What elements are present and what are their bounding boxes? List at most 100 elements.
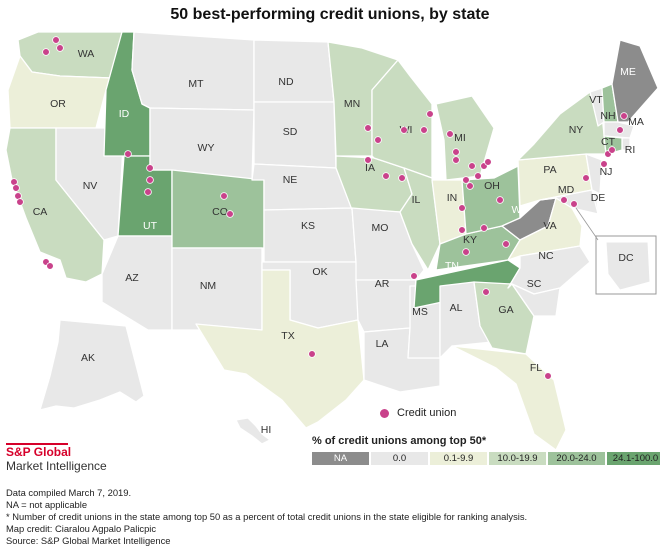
- credit-union-dot: [452, 156, 460, 164]
- credit-union-dot: [462, 248, 470, 256]
- state-label-ky: KY: [463, 234, 477, 246]
- state-hi: [235, 417, 271, 445]
- credit-union-dot: [468, 162, 476, 170]
- brand-rule: [6, 443, 68, 445]
- credit-union-dot: [12, 184, 20, 192]
- state-label-ny: NY: [569, 124, 584, 136]
- note-date: Data compiled March 7, 2019.: [6, 487, 132, 498]
- state-label-me: ME: [620, 66, 636, 78]
- state-label-oh: OH: [484, 180, 500, 192]
- credit-union-dots: [10, 36, 628, 380]
- credit-union-dot: [308, 350, 316, 358]
- credit-union-dot: [220, 192, 228, 200]
- credit-union-dot: [466, 182, 474, 190]
- scale-bin-2: 10.0-19.9: [489, 452, 546, 465]
- credit-union-dot: [124, 150, 132, 158]
- state-label-va: VA: [543, 220, 556, 232]
- state-label-hi: HI: [261, 424, 272, 436]
- credit-union-dot: [226, 210, 234, 218]
- credit-union-dot-icon: [380, 408, 389, 418]
- state-label-vt: VT: [589, 94, 603, 106]
- credit-union-dot: [382, 172, 390, 180]
- credit-union-dot: [544, 372, 552, 380]
- credit-union-dot: [374, 136, 382, 144]
- state-me: [611, 39, 659, 123]
- state-label-az: AZ: [125, 272, 139, 284]
- credit-union-dot: [420, 126, 428, 134]
- credit-union-dot: [616, 126, 624, 134]
- state-ks: [263, 207, 357, 263]
- state-label-de: DE: [591, 192, 606, 204]
- state-label-nd: ND: [278, 76, 294, 88]
- note-definition: * Number of credit unions in the state a…: [6, 511, 528, 522]
- credit-union-legend-label: Credit union: [397, 407, 457, 419]
- note-na: NA = not applicable: [6, 499, 88, 510]
- state-label-ca: CA: [33, 206, 48, 218]
- credit-union-dot: [452, 148, 460, 156]
- state-label-il: IL: [412, 194, 421, 206]
- state-label-wv: WV: [512, 204, 529, 216]
- state-label-nh: NH: [600, 110, 615, 122]
- state-label-ok: OK: [312, 266, 327, 278]
- state-label-mo: MO: [372, 222, 389, 234]
- state-label-or: OR: [50, 98, 66, 110]
- state-label-nv: NV: [83, 180, 98, 192]
- state-md: [539, 189, 599, 215]
- state-label-pa: PA: [543, 164, 556, 176]
- credit-union-legend: Credit union: [380, 407, 456, 419]
- state-label-id: ID: [119, 108, 130, 120]
- credit-union-dot: [480, 224, 488, 232]
- credit-union-dot: [426, 110, 434, 118]
- state-nj: [585, 153, 603, 195]
- state-label-co: CO: [212, 206, 228, 218]
- sp-global-logo: S&P Global Market Intelligence: [6, 443, 107, 474]
- state-label-nc: NC: [538, 250, 554, 262]
- credit-union-dot: [608, 146, 616, 154]
- states-layer: [5, 31, 659, 450]
- credit-union-dot: [474, 172, 482, 180]
- state-label-tx: TX: [281, 330, 294, 342]
- state-label-ms: MS: [412, 306, 428, 318]
- state-sc: [511, 283, 561, 317]
- brand-name: S&P Global: [6, 445, 72, 459]
- dc-inset: [575, 207, 657, 295]
- credit-union-dot: [398, 174, 406, 182]
- state-label-mn: MN: [344, 98, 360, 110]
- state-label-ma: MA: [628, 116, 644, 128]
- state-label-wy: WY: [198, 142, 215, 154]
- credit-union-dot: [56, 44, 64, 52]
- credit-union-dot: [364, 156, 372, 164]
- credit-union-dot: [410, 272, 418, 280]
- credit-union-dot: [484, 158, 492, 166]
- scale-bin-0: 0.0: [371, 452, 428, 465]
- credit-union-dot: [502, 240, 510, 248]
- state-wa: [17, 31, 123, 79]
- map-title: 50 best-performing credit unions, by sta…: [170, 6, 490, 23]
- credit-union-dot: [620, 112, 628, 120]
- state-label-al: AL: [450, 302, 463, 314]
- credit-union-dot: [560, 196, 568, 204]
- credit-union-dot: [482, 288, 490, 296]
- state-label-mt: MT: [188, 78, 204, 90]
- state-label-wa: WA: [78, 48, 95, 60]
- credit-union-dot: [582, 174, 590, 182]
- state-label-la: LA: [376, 338, 389, 350]
- dc-inset-leader: [575, 207, 599, 241]
- state-ny: [517, 91, 607, 161]
- state-label-ak: AK: [81, 352, 95, 364]
- state-label-fl: FL: [530, 362, 542, 374]
- credit-union-dot: [462, 176, 470, 184]
- state-label-in: IN: [447, 192, 458, 204]
- credit-union-dot: [146, 176, 154, 184]
- credit-union-dot: [364, 124, 372, 132]
- state-label-md: MD: [558, 184, 575, 196]
- state-label-nj: NJ: [600, 166, 613, 178]
- color-scale-legend: % of credit unions among top 50* NA 0.0 …: [312, 435, 660, 465]
- state-fl: [451, 345, 567, 450]
- state-label-ut: UT: [143, 220, 158, 232]
- credit-union-dot: [458, 226, 466, 234]
- state-ak: [39, 319, 145, 411]
- state-mt: [131, 31, 255, 111]
- brand-subtitle: Market Intelligence: [6, 459, 107, 473]
- state-label-ks: KS: [301, 220, 315, 232]
